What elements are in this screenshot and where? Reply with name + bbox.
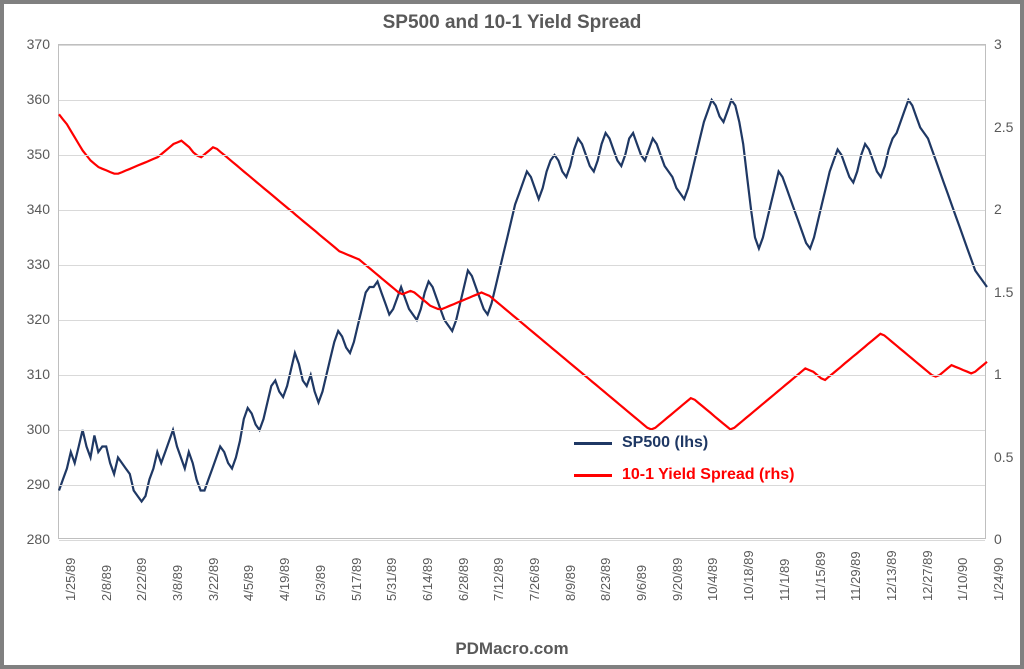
x-axis-label: 1/10/90	[955, 558, 970, 601]
series-line	[59, 100, 987, 502]
y-axis-left-label: 340	[4, 201, 50, 217]
y-axis-left-label: 330	[4, 256, 50, 272]
x-axis-label: 5/3/89	[313, 565, 328, 601]
gridline	[59, 155, 985, 156]
x-axis-label: 4/19/89	[277, 558, 292, 601]
y-axis-left-label: 290	[4, 476, 50, 492]
x-axis-label: 6/14/89	[420, 558, 435, 601]
x-axis-label: 8/23/89	[598, 558, 613, 601]
x-axis-label: 6/28/89	[456, 558, 471, 601]
x-axis-label: 11/15/89	[813, 551, 828, 601]
y-axis-left-label: 370	[4, 36, 50, 52]
gridline	[59, 430, 985, 431]
y-axis-right-label: 0.5	[994, 449, 1013, 465]
y-axis-left-label: 280	[4, 531, 50, 547]
y-axis-left-label: 320	[4, 311, 50, 327]
y-axis-right-label: 1	[994, 366, 1002, 382]
x-axis-label: 11/29/89	[848, 551, 863, 601]
legend-item: SP500 (lhs)	[574, 434, 795, 452]
gridline	[59, 485, 985, 486]
gridline	[59, 210, 985, 211]
x-axis-label: 5/17/89	[349, 558, 364, 601]
x-axis-label: 11/1/89	[777, 559, 792, 601]
x-axis-label: 4/5/89	[241, 565, 256, 601]
y-axis-right-label: 2	[994, 201, 1002, 217]
y-axis-left-label: 310	[4, 366, 50, 382]
legend-item: 10-1 Yield Spread (rhs)	[574, 466, 795, 484]
gridline	[59, 320, 985, 321]
legend-swatch	[574, 442, 612, 445]
y-axis-right-label: 0	[994, 531, 1002, 547]
x-axis-label: 12/13/89	[884, 550, 899, 601]
legend-label: 10-1 Yield Spread (rhs)	[622, 466, 795, 484]
x-axis-label: 2/22/89	[134, 558, 149, 601]
x-axis-label: 2/8/89	[99, 565, 114, 601]
gridline	[59, 265, 985, 266]
gridline	[59, 45, 985, 46]
x-axis-label: 3/8/89	[170, 565, 185, 601]
x-axis-label: 10/4/89	[705, 558, 720, 601]
legend-label: SP500 (lhs)	[622, 434, 708, 452]
x-axis-label: 7/26/89	[527, 558, 542, 601]
x-axis-label: 9/6/89	[634, 565, 649, 601]
gridline	[59, 375, 985, 376]
footer-text: PDMacro.com	[4, 639, 1020, 659]
x-axis-label: 7/12/89	[491, 558, 506, 601]
x-axis-label: 8/9/89	[563, 565, 578, 601]
y-axis-right-label: 3	[994, 36, 1002, 52]
plot-area	[58, 44, 986, 539]
x-axis-label: 3/22/89	[206, 558, 221, 601]
y-axis-right-label: 1.5	[994, 284, 1013, 300]
chart-svg	[59, 45, 987, 540]
x-axis-label: 1/24/90	[991, 558, 1006, 601]
x-axis-label: 1/25/89	[63, 558, 78, 601]
chart-title: SP500 and 10-1 Yield Spread	[4, 4, 1020, 34]
x-axis-label: 10/18/89	[741, 550, 756, 601]
y-axis-left-label: 360	[4, 91, 50, 107]
chart-container: SP500 and 10-1 Yield Spread SP500 (lhs) 1…	[0, 0, 1024, 669]
legend: SP500 (lhs) 10-1 Yield Spread (rhs)	[574, 434, 795, 498]
y-axis-left-label: 350	[4, 146, 50, 162]
y-axis-left-label: 300	[4, 421, 50, 437]
x-axis-label: 9/20/89	[670, 558, 685, 601]
series-line	[59, 114, 987, 429]
gridline	[59, 540, 985, 541]
y-axis-right-label: 2.5	[994, 119, 1013, 135]
legend-swatch	[574, 474, 612, 477]
x-axis-label: 5/31/89	[384, 558, 399, 601]
gridline	[59, 100, 985, 101]
x-axis-label: 12/27/89	[920, 550, 935, 601]
